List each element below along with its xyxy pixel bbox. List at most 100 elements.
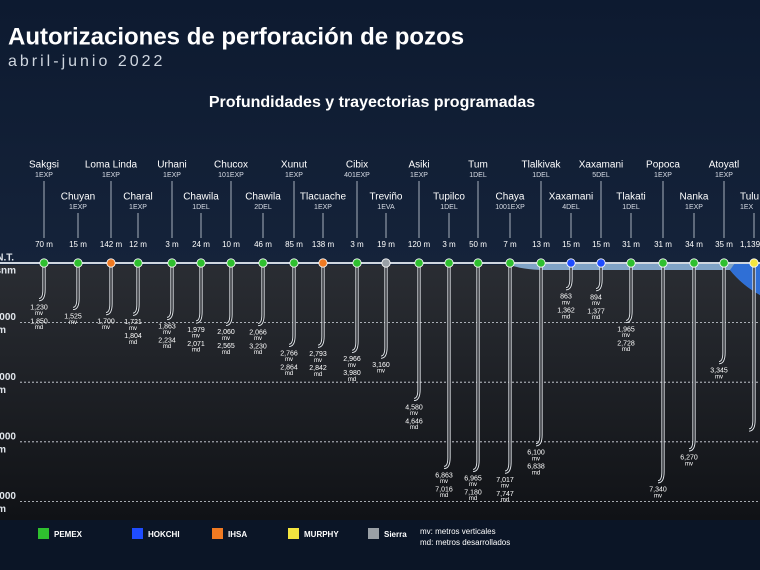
mv-value: 1,525 — [64, 313, 82, 320]
md-unit: md — [592, 315, 600, 321]
well-code: 401EXP — [344, 172, 370, 179]
trajectory — [195, 266, 202, 323]
well-marker — [658, 258, 668, 268]
trajectory — [351, 266, 358, 353]
mv-value: 2,066 — [249, 329, 267, 336]
well-name: Tlalkivak — [522, 160, 562, 171]
well-name: Tum — [468, 160, 488, 171]
mv-unit: mv — [532, 456, 540, 462]
mv-value: 2,966 — [343, 356, 361, 363]
well-code: 1EXP — [410, 172, 428, 179]
trajectory — [625, 266, 632, 323]
well-marker — [106, 258, 116, 268]
well-name: Chawila — [245, 192, 281, 203]
well-marker — [689, 258, 699, 268]
well-marker — [536, 258, 546, 268]
mv-unit: mv — [129, 326, 137, 332]
elevation: 31 m — [622, 240, 640, 249]
well-code: 1EXP — [129, 204, 147, 211]
elevation: 50 m — [469, 240, 487, 249]
legend-swatch — [212, 528, 223, 539]
elevation: 85 m — [285, 240, 303, 249]
trajectory — [257, 266, 264, 326]
mv-unit: mv — [715, 374, 723, 380]
well-name: Charal — [123, 192, 152, 203]
sky — [0, 0, 760, 265]
elevation: 46 m — [254, 240, 272, 249]
trajectory — [504, 266, 511, 473]
depth-label: 2,000 — [0, 312, 16, 323]
md-unit: md — [622, 347, 630, 353]
subtitle: abril-junio 2022 — [8, 53, 165, 70]
mv-value: 1,979 — [187, 327, 205, 334]
mv-value: 6,863 — [435, 472, 453, 479]
depth-unit: m — [0, 325, 6, 336]
mv-unit: mv — [622, 333, 630, 339]
md-value: 6,838 — [527, 464, 545, 471]
mv-value: 7,017 — [496, 477, 514, 484]
well-marker — [318, 258, 328, 268]
trajectory — [166, 266, 173, 320]
well-name: Chucox — [214, 160, 248, 171]
legend-swatch — [38, 528, 49, 539]
md-unit: md — [35, 325, 43, 331]
depth-label: 8,000 — [0, 491, 16, 502]
mv-unit: mv — [348, 363, 356, 369]
well-marker — [566, 258, 576, 268]
well-name: Tupilco — [433, 192, 465, 203]
ground — [0, 265, 760, 520]
well-code: 2DEL — [254, 204, 272, 211]
well-marker — [444, 258, 454, 268]
elevation: 10 m — [222, 240, 240, 249]
well-marker — [167, 258, 177, 268]
mv-unit: mv — [377, 369, 385, 375]
well-name: Asiki — [408, 160, 429, 171]
well-name: Treviño — [370, 192, 403, 203]
well-name: Atoyatl — [709, 160, 740, 171]
well-marker — [596, 258, 606, 268]
mv-unit: mv — [69, 320, 77, 326]
well-name: Urhani — [157, 160, 186, 171]
mv-value: 2,766 — [280, 350, 298, 357]
well-code: 1EXP — [654, 172, 672, 179]
elevation: 19 m — [377, 240, 395, 249]
trajectory — [657, 266, 664, 483]
well-code: 101EXP — [218, 172, 244, 179]
well-name: Loma Linda — [85, 160, 138, 171]
well-code: 5DEL — [592, 172, 610, 179]
md-value: 7,016 — [435, 486, 453, 493]
md-value: 2,842 — [309, 365, 327, 372]
well-name: Chuyan — [61, 192, 95, 203]
elevation: 13 m — [532, 240, 550, 249]
well-name: Tlacuache — [300, 192, 347, 203]
mv-unit: mv — [254, 336, 262, 342]
well-name: Tlakati — [616, 192, 645, 203]
well-marker — [749, 258, 759, 268]
trajectory — [535, 266, 542, 446]
md-value: 2,728 — [617, 340, 635, 347]
mv-unit: mv — [192, 334, 200, 340]
depth-unit: m — [0, 444, 6, 455]
depth-label: 6,000 — [0, 431, 16, 442]
md-value: 1,804 — [124, 333, 142, 340]
mv-value: 2,793 — [309, 351, 327, 358]
mv-value: 3,345 — [710, 368, 728, 375]
well-name: Tulu — [740, 192, 759, 203]
md-value: 1,850 — [30, 318, 48, 325]
md-unit: md — [285, 371, 293, 377]
legend-label: MURPHY — [304, 530, 339, 539]
well-code: 1DEL — [622, 204, 640, 211]
trajectory — [748, 266, 755, 431]
md-value: 7,180 — [464, 489, 482, 496]
well-name: Xaxamani — [549, 192, 593, 203]
well-marker — [381, 258, 391, 268]
elevation: 3 m — [165, 240, 179, 249]
well-name: Chaya — [496, 192, 525, 203]
md-unit: md — [562, 314, 570, 320]
mv-value: 4,580 — [405, 404, 423, 411]
legend-swatch — [368, 528, 379, 539]
well-marker — [196, 258, 206, 268]
elevation: 120 m — [408, 240, 431, 249]
well-marker — [626, 258, 636, 268]
